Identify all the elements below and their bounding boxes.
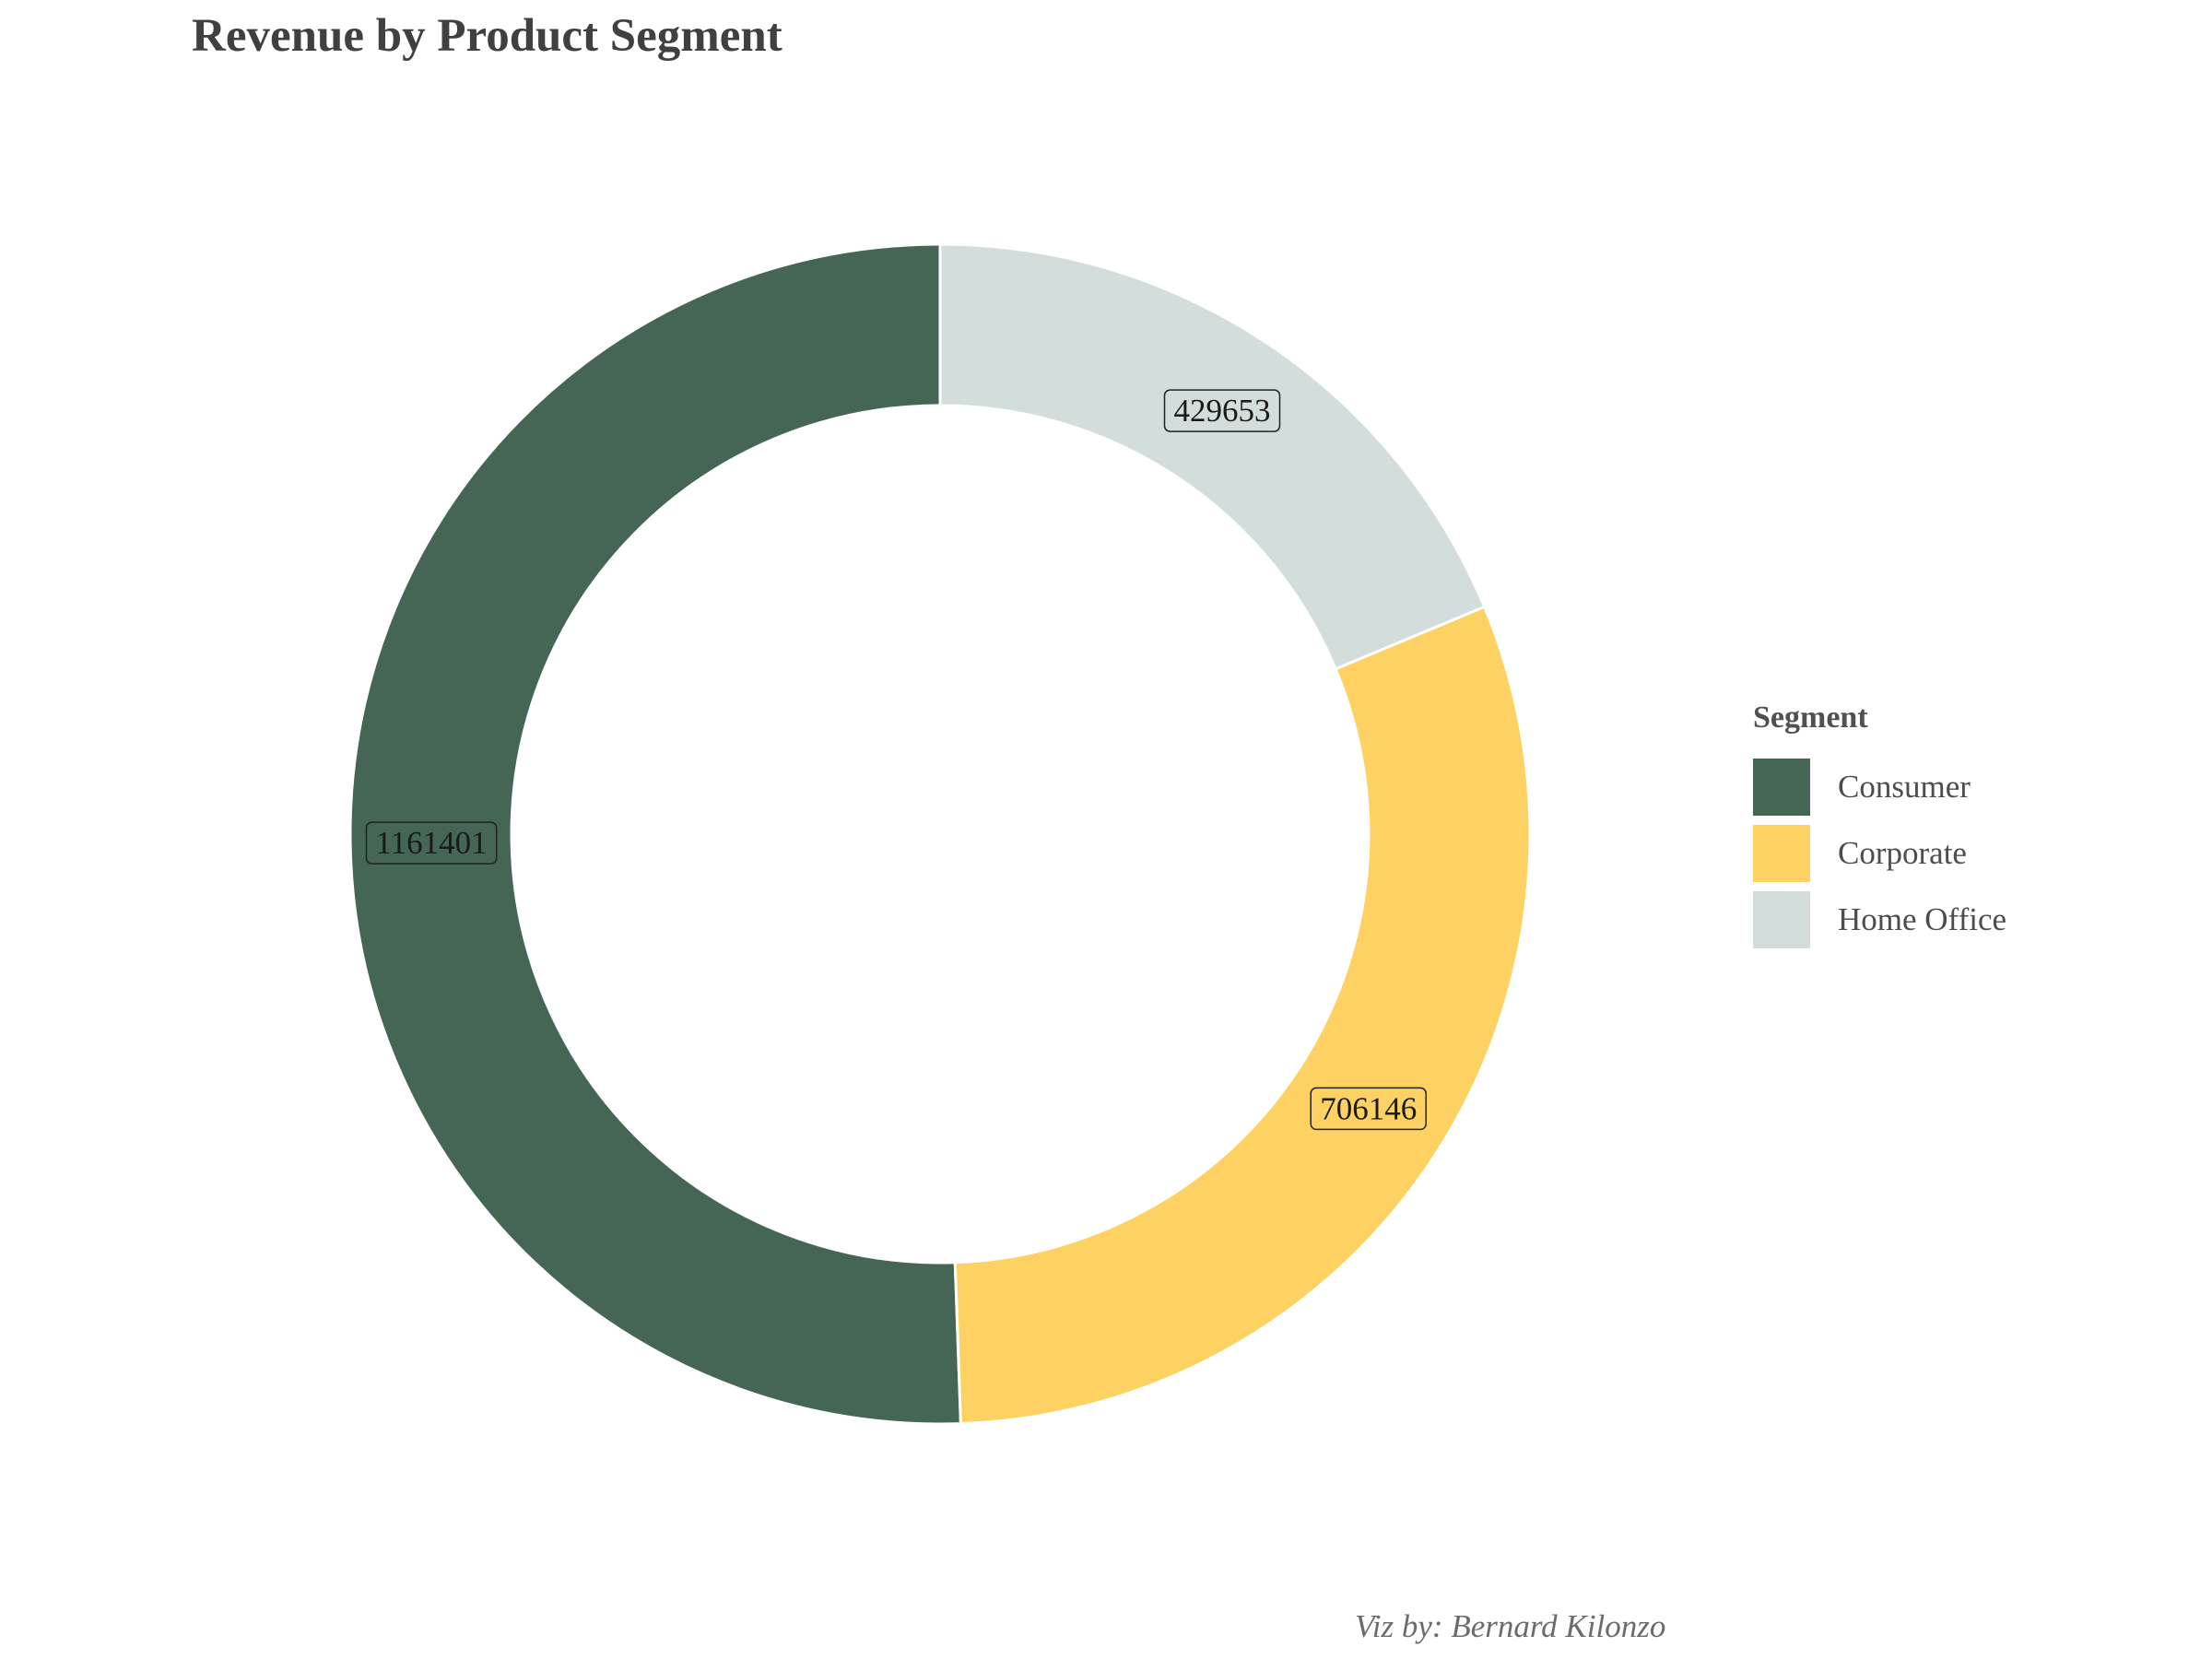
data-label-corporate: 706146 — [1310, 1087, 1427, 1131]
legend-label: Consumer — [1838, 769, 1971, 805]
svg-text:429653: 429653 — [1174, 393, 1271, 429]
legend-label: Corporate — [1838, 835, 1967, 871]
legend-swatch — [1753, 759, 1810, 816]
chart-title: Revenue by Product Segment — [192, 10, 782, 62]
data-label-home-office: 429653 — [1163, 389, 1281, 432]
legend-item-consumer: Consumer — [1753, 754, 2006, 820]
legend: Segment Consumer Corporate Home Office — [1753, 700, 2006, 953]
donut-slice-consumer — [348, 242, 962, 1426]
svg-text:1161401: 1161401 — [375, 825, 487, 861]
caption: Viz by: Bernard Kilonzo — [1355, 1608, 1666, 1644]
svg-text:706146: 706146 — [1320, 1090, 1417, 1126]
legend-title: Segment — [1753, 700, 1868, 735]
legend-item-home-office: Home Office — [1753, 887, 2006, 953]
legend-swatch — [1753, 891, 1810, 948]
legend-item-corporate: Corporate — [1753, 820, 2006, 887]
legend-label: Home Office — [1838, 901, 2007, 937]
legend-swatch — [1753, 825, 1810, 882]
data-label-consumer: 1161401 — [365, 821, 498, 865]
donut-slice-home-office — [938, 242, 1487, 671]
donut-slice-corporate — [953, 605, 1532, 1426]
